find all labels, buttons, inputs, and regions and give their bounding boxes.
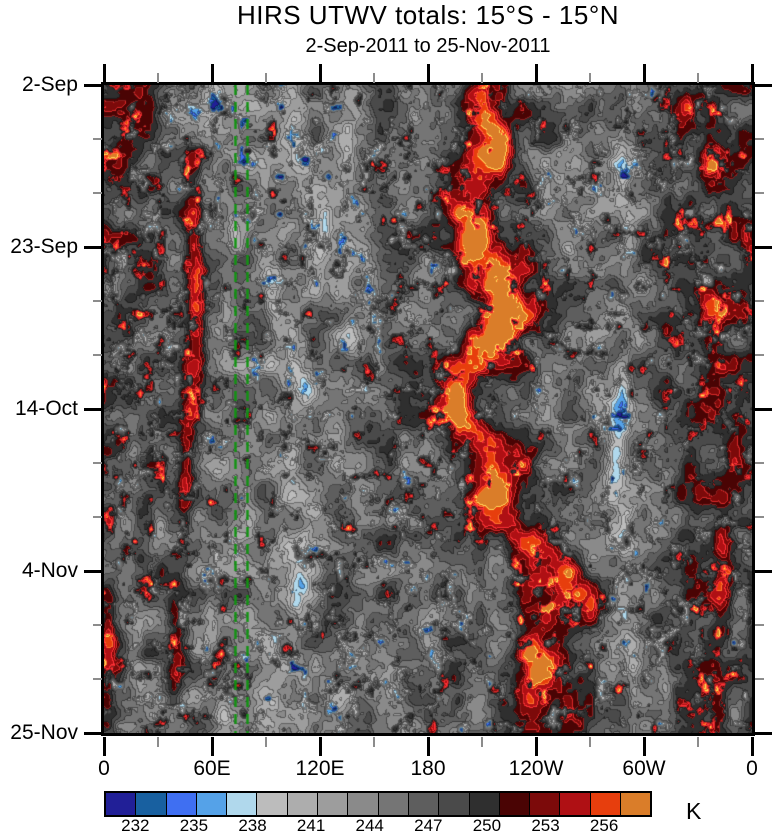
y-minor-tick <box>93 138 102 140</box>
x-tick-label: 60E <box>193 757 231 780</box>
colorbar-tick-label: 241 <box>296 816 326 834</box>
x-major-tick <box>318 737 322 756</box>
y-minor-tick <box>93 300 102 302</box>
y-major-tick <box>84 731 102 735</box>
colorbar-cell <box>347 793 378 815</box>
x-minor-tick <box>265 737 267 747</box>
colorbar-cell <box>377 793 408 815</box>
colorbar-tick-label: 247 <box>414 816 443 834</box>
y-minor-tick-right <box>755 678 764 680</box>
x-minor-tick <box>481 737 483 747</box>
colorbar-cell <box>106 793 136 815</box>
x-major-tick-top <box>534 64 538 83</box>
colorbar-tick-label: 253 <box>531 816 560 834</box>
y-major-tick-right <box>755 245 772 249</box>
x-major-tick <box>750 737 754 756</box>
y-minor-tick-right <box>755 192 764 194</box>
chart-title: HIRS UTWV totals: 15°S - 15°N <box>236 0 620 30</box>
colorbar-cell <box>529 793 560 815</box>
colorbar-tick-label: 232 <box>121 816 150 834</box>
x-tick-label: 180 <box>410 757 446 780</box>
x-major-tick-top <box>318 64 322 83</box>
y-major-tick <box>84 569 102 573</box>
colorbar-cell <box>620 793 651 815</box>
x-major-tick <box>210 737 214 756</box>
x-major-tick <box>102 737 106 756</box>
colorbar-tick-label: 244 <box>355 816 384 834</box>
x-tick-label: 0 <box>98 757 110 780</box>
y-tick-label: 14-Oct <box>14 397 78 420</box>
colorbar-cell <box>195 793 227 815</box>
x-minor-tick <box>373 737 375 747</box>
colorbar-cell <box>559 793 590 815</box>
y-minor-tick <box>93 192 102 194</box>
x-minor-tick <box>697 737 699 747</box>
y-minor-tick <box>93 462 102 464</box>
colorbar-cell <box>498 793 530 815</box>
y-major-tick-right <box>755 83 772 87</box>
colorbar-cell <box>317 793 348 815</box>
colorbar-cell <box>165 793 196 815</box>
y-major-tick-right <box>755 569 772 573</box>
y-tick-label: 25-Nov <box>10 721 78 744</box>
colorbar-tick-label: 235 <box>179 816 209 834</box>
y-minor-tick-right <box>755 462 764 464</box>
y-minor-tick <box>93 354 102 356</box>
colorbar-cell <box>468 793 499 815</box>
y-minor-tick-right <box>755 138 764 140</box>
colorbar-cell <box>226 793 257 815</box>
colorbar-tick-label: 238 <box>238 816 267 834</box>
x-tick-label: 60W <box>622 757 666 780</box>
y-minor-tick <box>93 624 102 626</box>
x-major-tick <box>534 737 538 756</box>
y-minor-tick <box>93 516 102 518</box>
x-minor-tick-top <box>697 73 699 83</box>
colorbar-cell <box>256 793 287 815</box>
colorbar-tick-label: 256 <box>589 816 619 834</box>
y-minor-tick-right <box>755 516 764 518</box>
x-major-tick <box>426 737 430 756</box>
hovmoller-heatmap-canvas <box>104 85 752 733</box>
x-major-tick <box>642 737 646 756</box>
colorbar-cell <box>589 793 621 815</box>
y-minor-tick-right <box>755 354 764 356</box>
colorbar-tick-label: 250 <box>472 816 502 834</box>
y-tick-label: 23-Sep <box>10 235 78 258</box>
x-minor-tick-top <box>481 73 483 83</box>
x-minor-tick <box>589 737 591 747</box>
colorbar-cell <box>135 793 166 815</box>
y-minor-tick-right <box>755 624 764 626</box>
colorbar-unit-label: K <box>686 798 702 824</box>
y-major-tick <box>84 407 102 411</box>
x-major-tick-top <box>102 64 106 83</box>
y-major-tick <box>84 245 102 249</box>
x-tick-label: 120W <box>508 757 564 780</box>
chart-subtitle: 2-Sep-2011 to 25-Nov-2011 <box>305 35 551 57</box>
y-major-tick-right <box>755 731 772 735</box>
x-major-tick-top <box>210 64 214 83</box>
y-major-tick-right <box>755 407 772 411</box>
x-tick-label: 0 <box>746 757 758 780</box>
x-minor-tick-top <box>157 73 159 83</box>
x-minor-tick <box>157 737 159 747</box>
colorbar-cell <box>407 793 439 815</box>
y-minor-tick <box>93 678 102 680</box>
x-major-tick-top <box>642 64 646 83</box>
x-tick-label: 120E <box>295 757 345 780</box>
colorbar-cell <box>286 793 318 815</box>
y-minor-tick-right <box>755 300 764 302</box>
x-major-tick-top <box>426 64 430 83</box>
x-minor-tick-top <box>589 73 591 83</box>
y-tick-label: 2-Sep <box>21 73 78 96</box>
x-minor-tick-top <box>265 73 267 83</box>
y-tick-label: 4-Nov <box>21 559 78 582</box>
colorbar <box>104 791 653 817</box>
y-major-tick <box>84 83 102 87</box>
x-major-tick-top <box>750 64 754 83</box>
x-minor-tick-top <box>373 73 375 83</box>
colorbar-cell <box>438 793 469 815</box>
